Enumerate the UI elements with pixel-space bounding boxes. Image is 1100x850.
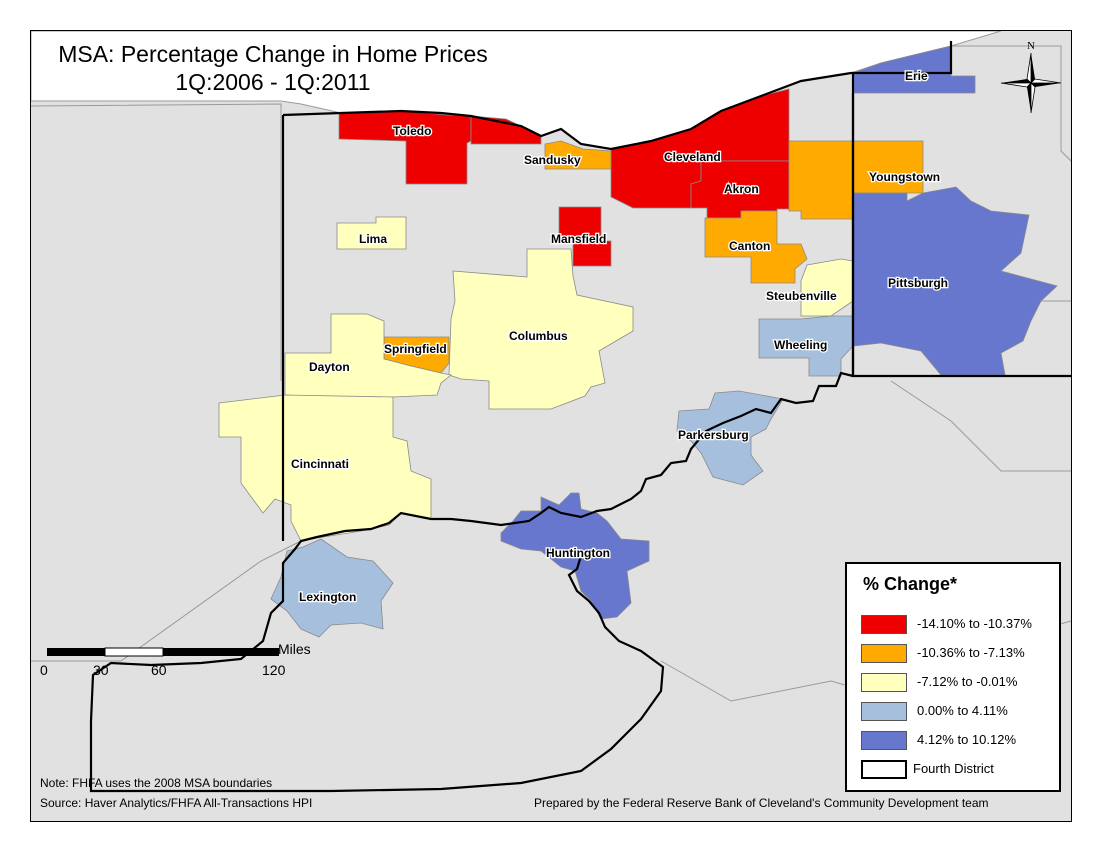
msa-columbus[interactable] (448, 248, 634, 410)
title-line-2: 1Q:2006 - 1Q:2011 (175, 69, 371, 95)
legend-item: 0.00% to 4.11% (861, 701, 1051, 721)
label-sandusky: Sandusky (524, 153, 581, 167)
legend-district-label: Fourth District (913, 761, 994, 776)
scale-tick-60: 60 (151, 662, 167, 678)
legend-item: -7.12% to -0.01% (861, 672, 1051, 692)
legend-swatch (861, 673, 907, 692)
district-box-pa (851, 41, 953, 376)
legend-district-swatch (861, 760, 907, 779)
msa-erie[interactable] (852, 45, 976, 94)
legend-label: 0.00% to 4.11% (917, 703, 1008, 718)
msa-pittsburgh[interactable] (852, 186, 1058, 376)
legend-label: -14.10% to -10.37% (917, 616, 1032, 631)
scale-tick-0: 0 (40, 662, 48, 678)
msa-cincinnati[interactable] (218, 394, 432, 542)
msa-youngstown-pa[interactable] (852, 140, 924, 194)
label-cincinnati: Cincinnati (291, 457, 349, 471)
scale-tick-120: 120 (262, 662, 286, 678)
label-steubenville: Steubenville (766, 289, 837, 303)
label-wheeling: Wheeling (774, 338, 827, 352)
label-toledo: Toledo (393, 124, 431, 138)
north-arrow-icon: N (1000, 40, 1062, 114)
label-parkersburg: Parkersburg (678, 428, 749, 442)
msa-canton[interactable] (704, 210, 808, 284)
map-title: MSA: Percentage Change in Home Prices 1Q… (38, 40, 508, 96)
label-columbus: Columbus (509, 329, 568, 343)
label-mansfield: Mansfield (551, 232, 606, 246)
legend-item-district: Fourth District (861, 759, 1051, 779)
legend-swatch (861, 644, 907, 663)
map-canvas: Toledo Sandusky Cleveland Akron Youngsto… (31, 31, 1071, 821)
label-dayton: Dayton (309, 360, 350, 374)
scale-tick-30: 30 (93, 662, 109, 678)
label-lexington: Lexington (299, 590, 356, 604)
scale-unit: Miles (278, 641, 311, 657)
north-label: N (1027, 40, 1035, 52)
footer-credit: Prepared by the Federal Reserve Bank of … (534, 796, 989, 810)
label-youngstown: Youngstown (869, 170, 940, 184)
msa-wheeling[interactable] (758, 315, 854, 377)
legend: % Change* -14.10% to -10.37% -10.36% to … (845, 562, 1061, 792)
map-frame: Toledo Sandusky Cleveland Akron Youngsto… (30, 30, 1072, 822)
legend-label: -7.12% to -0.01% (917, 674, 1018, 689)
legend-swatch (861, 615, 907, 634)
legend-title: % Change* (863, 574, 958, 594)
msa-lima[interactable] (336, 216, 407, 250)
label-cleveland: Cleveland (664, 150, 721, 164)
label-springfield: Springfield (384, 342, 447, 356)
label-huntington: Huntington (546, 546, 610, 560)
label-pittsburgh: Pittsburgh (888, 276, 948, 290)
legend-item: 4.12% to 10.12% (861, 730, 1051, 750)
legend-label: -10.36% to -7.13% (917, 645, 1025, 660)
legend-swatch (861, 731, 907, 750)
label-erie: Erie (905, 69, 928, 83)
msa-huntington[interactable] (500, 492, 650, 620)
footer-note: Note: FHFA uses the 2008 MSA boundaries (40, 776, 273, 790)
msa-steubenville[interactable] (800, 258, 854, 317)
legend-swatch (861, 702, 907, 721)
title-line-1: MSA: Percentage Change in Home Prices (58, 41, 488, 67)
legend-item: -10.36% to -7.13% (861, 643, 1051, 663)
msa-mansfield[interactable] (558, 206, 612, 267)
msa-labels: Toledo Sandusky Cleveland Akron Youngsto… (290, 68, 950, 606)
label-lima: Lima (359, 232, 387, 246)
legend-item: -14.10% to -10.37% (861, 614, 1051, 634)
scale-bar (47, 647, 279, 657)
label-akron: Akron (724, 182, 759, 196)
msa-youngstown-oh[interactable] (788, 140, 854, 220)
legend-label: 4.12% to 10.12% (917, 732, 1017, 747)
footer-source: Source: Haver Analytics/FHFA All-Transac… (40, 796, 313, 810)
fourth-district-boundary (89, 71, 1071, 793)
msa-parkersburg[interactable] (676, 390, 784, 486)
label-canton: Canton (729, 239, 770, 253)
